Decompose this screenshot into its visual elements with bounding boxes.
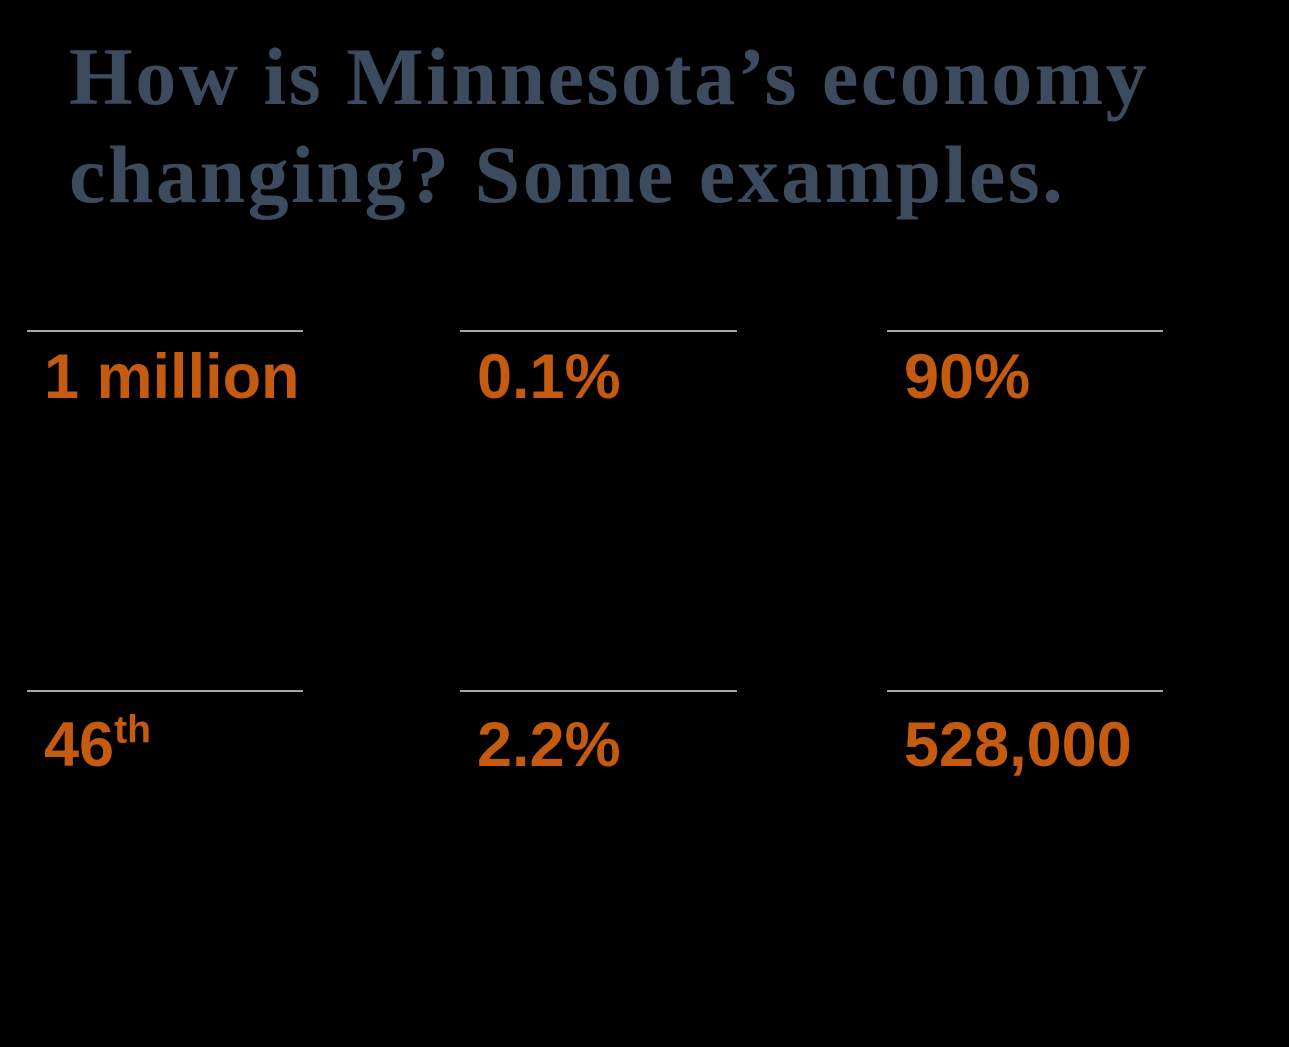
stat-divider <box>27 690 303 692</box>
stat-suffix: th <box>114 708 151 752</box>
stat-divider <box>460 690 737 692</box>
stat-divider <box>887 330 1163 332</box>
stat-value: 46th <box>44 711 303 777</box>
stat-divider <box>460 330 737 332</box>
stat-number: 46 <box>44 710 115 780</box>
stat-value: 2.2% <box>477 714 737 777</box>
stat-divider <box>887 690 1163 692</box>
stat-value: 1 million <box>44 346 303 409</box>
stat-number: 528,000 <box>904 710 1132 780</box>
stat-card-46th: 46th <box>27 690 303 777</box>
stat-value: 528,000 <box>904 714 1163 777</box>
slide-title: How is Minnesota’s economy changing? Som… <box>69 28 1149 224</box>
stat-number: 2.2% <box>477 710 621 780</box>
stat-card-2-2-percent: 2.2% <box>460 690 737 777</box>
stat-number: 0.1% <box>477 342 621 412</box>
title-line-1: How is Minnesota’s economy <box>69 31 1150 122</box>
stat-value: 90% <box>904 346 1163 409</box>
stat-card-1-million: 1 million <box>27 330 303 409</box>
stat-card-0-1-percent: 0.1% <box>460 330 737 409</box>
stat-number: 1 million <box>44 342 300 412</box>
stat-card-528000: 528,000 <box>887 690 1163 777</box>
stat-divider <box>27 330 303 332</box>
title-line-2: changing? Some examples. <box>69 129 1066 220</box>
stat-value: 0.1% <box>477 346 737 409</box>
stat-card-90-percent: 90% <box>887 330 1163 409</box>
stat-number: 90% <box>904 342 1031 412</box>
